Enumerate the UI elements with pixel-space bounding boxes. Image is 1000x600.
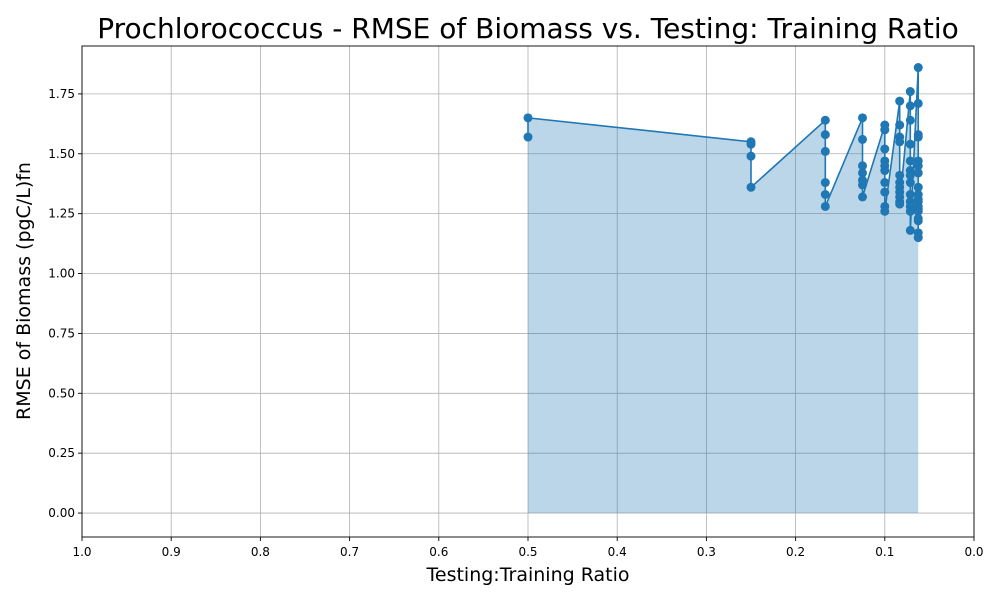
y-tick-label: 0.00 (48, 506, 75, 520)
data-point (905, 178, 915, 188)
data-point (523, 132, 533, 142)
data-point (913, 63, 923, 73)
data-point (913, 206, 923, 216)
x-tick-label: 0.8 (251, 545, 270, 559)
data-point (746, 151, 756, 161)
x-tick-label: 0.6 (429, 545, 448, 559)
data-point (820, 146, 830, 156)
data-point (880, 178, 890, 188)
data-point (913, 161, 923, 171)
y-axis-label: RMSE of Biomass (pgC/L)fn (13, 162, 35, 420)
data-point (880, 206, 890, 216)
x-tick-label: 0.4 (608, 545, 627, 559)
x-tick-label: 1.0 (72, 545, 91, 559)
data-point (746, 182, 756, 192)
data-point (905, 101, 915, 111)
x-tick-label: 0.3 (697, 545, 716, 559)
data-point (880, 125, 890, 135)
x-tick-label: 0.2 (786, 545, 805, 559)
data-point (913, 168, 923, 178)
data-point (858, 180, 867, 190)
data-point (820, 178, 830, 188)
data-point (858, 113, 867, 123)
y-tick-label: 1.50 (48, 147, 75, 161)
data-point (895, 199, 905, 209)
y-tick-label: 1.25 (48, 207, 75, 221)
y-tick-label: 1.00 (48, 267, 75, 281)
data-point (905, 87, 915, 97)
data-point (858, 168, 867, 178)
plot-marks (523, 63, 923, 514)
data-point (905, 139, 915, 149)
y-tick-label: 0.25 (48, 446, 75, 460)
data-point (880, 166, 890, 176)
data-point (895, 137, 905, 147)
data-point (895, 170, 905, 180)
x-tick-label: 0.9 (162, 545, 181, 559)
y-tick-label: 0.50 (48, 386, 75, 400)
data-point (905, 156, 915, 166)
data-point (913, 132, 923, 142)
data-point (913, 228, 923, 238)
data-point (820, 130, 830, 140)
data-point (913, 216, 923, 226)
data-point (880, 187, 890, 197)
y-tick-label: 1.75 (48, 87, 75, 101)
x-tick-label: 0.5 (518, 545, 537, 559)
data-point (820, 189, 830, 199)
data-point (905, 115, 915, 125)
x-tick-label: 0.7 (340, 545, 359, 559)
data-point (858, 161, 867, 171)
data-point (820, 115, 830, 125)
y-tick-label: 0.75 (48, 326, 75, 340)
x-axis-label: Testing:Training Ratio (426, 564, 630, 586)
y-axis: 0.00 0.25 0.50 0.75 1.00 1.25 1.50 1.75 (48, 87, 82, 520)
data-point (913, 182, 923, 192)
data-point (895, 96, 905, 106)
x-tick-label: 0.1 (875, 545, 894, 559)
data-point (905, 189, 915, 199)
data-point (913, 98, 923, 108)
data-point (880, 144, 890, 154)
data-point (905, 206, 915, 216)
x-tick-label: 0.0 (964, 545, 983, 559)
data-point (905, 225, 915, 235)
series-area (528, 67, 919, 514)
chart-title: Prochlorococcus - RMSE of Biomass vs. Te… (97, 12, 959, 45)
data-point (905, 170, 915, 180)
data-point (895, 120, 905, 130)
data-point (746, 139, 756, 149)
data-point (820, 201, 830, 211)
x-axis: 1.0 0.9 0.8 0.7 0.6 0.5 0.4 0.3 0.2 0.1 0.0 (72, 537, 984, 559)
data-point (858, 134, 867, 144)
data-point (523, 113, 533, 123)
data-point (858, 192, 867, 202)
